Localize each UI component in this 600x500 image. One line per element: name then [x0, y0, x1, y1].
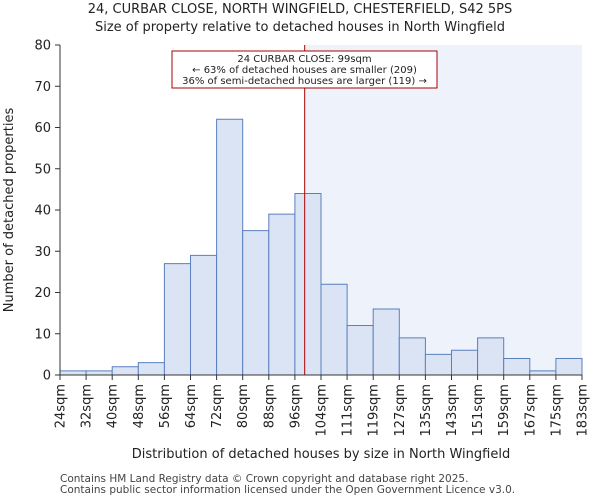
larger-region-highlight [304, 45, 582, 375]
x-tick-label: 127sqm [393, 384, 408, 437]
bar-40sqm [111, 366, 139, 376]
y-tick-label: 70 [34, 80, 51, 95]
bar-88sqm [268, 213, 296, 376]
y-tick-label: 60 [34, 121, 51, 136]
y-tick-label: 30 [34, 245, 51, 260]
x-tick-label: 64sqm [184, 384, 199, 428]
x-tick-label: 48sqm [132, 384, 147, 428]
x-tick-label: 167sqm [523, 384, 538, 437]
footer-licence: Contains public sector information licen… [60, 484, 516, 496]
bar-119sqm [372, 308, 400, 376]
bar-175sqm [555, 358, 583, 376]
chart-subtitle: Size of property relative to detached ho… [94, 20, 505, 35]
bar-64sqm [190, 254, 218, 376]
x-tick-label: 56sqm [158, 384, 173, 428]
y-axis-label: Number of detached properties [2, 108, 17, 313]
x-tick-label: 135sqm [419, 384, 434, 437]
x-tick-label: 183sqm [576, 384, 591, 437]
bar-24sqm [59, 370, 87, 376]
x-axis-label: Distribution of detached houses by size … [132, 447, 510, 462]
bar-159sqm [503, 358, 531, 376]
x-tick-label: 24sqm [54, 384, 69, 428]
axes-group: 0 10 20 30 40 50 60 70 80 24sqm 32sqm 40sqm 48sqm 56s… [34, 39, 590, 437]
chart-title: 24, CURBAR CLOSE, NORTH WINGFIELD, CHEST… [87, 2, 513, 17]
y-tick-label: 10 [34, 327, 51, 342]
footer-copyright: Contains HM Land Registry data © Crown c… [60, 473, 469, 485]
x-tick-label: 159sqm [497, 384, 512, 437]
bar-111sqm [346, 325, 374, 376]
y-tick-label: 0 [43, 369, 51, 384]
bar-32sqm [85, 370, 113, 376]
x-tick-label: 111sqm [341, 384, 356, 437]
x-tick-label: 32sqm [80, 384, 95, 428]
y-tick-label: 80 [34, 39, 51, 54]
marker-annotation: 24 CURBAR CLOSE: 99sqm ← 63% of detached… [171, 50, 438, 89]
x-tick-label: 96sqm [288, 384, 303, 428]
y-tick-label: 40 [34, 204, 51, 219]
bar-135sqm [424, 353, 452, 376]
x-tick-label: 175sqm [549, 384, 564, 437]
bar-80sqm [242, 230, 270, 376]
x-tick-label: 88sqm [262, 384, 277, 428]
bar-56sqm [163, 263, 191, 376]
x-tick-label: 143sqm [445, 384, 460, 437]
annotation-title: 24 CURBAR CLOSE: 99sqm [237, 54, 371, 65]
bar-48sqm [137, 362, 165, 376]
annotation-smaller-text: ← 63% of detached houses are smaller (20… [192, 65, 417, 76]
x-tick-label: 40sqm [106, 384, 121, 428]
x-tick-label: 72sqm [210, 384, 225, 428]
annotation-larger-text: 36% of semi-detached houses are larger (… [182, 76, 427, 87]
x-tick-label: 104sqm [315, 384, 330, 437]
x-tick-label: 80sqm [236, 384, 251, 428]
bar-104sqm [320, 283, 348, 376]
bar-151sqm [477, 337, 505, 376]
x-tick-label: 119sqm [367, 384, 382, 437]
bar-167sqm [529, 370, 557, 376]
y-tick-label: 50 [34, 162, 51, 177]
bar-143sqm [451, 349, 479, 376]
bar-72sqm [216, 118, 244, 376]
bar-96sqm [294, 193, 322, 376]
annotation-box [171, 50, 438, 89]
x-tick-label: 151sqm [471, 384, 486, 437]
bar-127sqm [398, 337, 426, 376]
histogram-chart: 0 10 20 30 40 50 60 70 80 24sqm 32sqm 40sqm 48sqm 56s… [2, 39, 591, 463]
y-tick-label: 20 [34, 286, 51, 301]
